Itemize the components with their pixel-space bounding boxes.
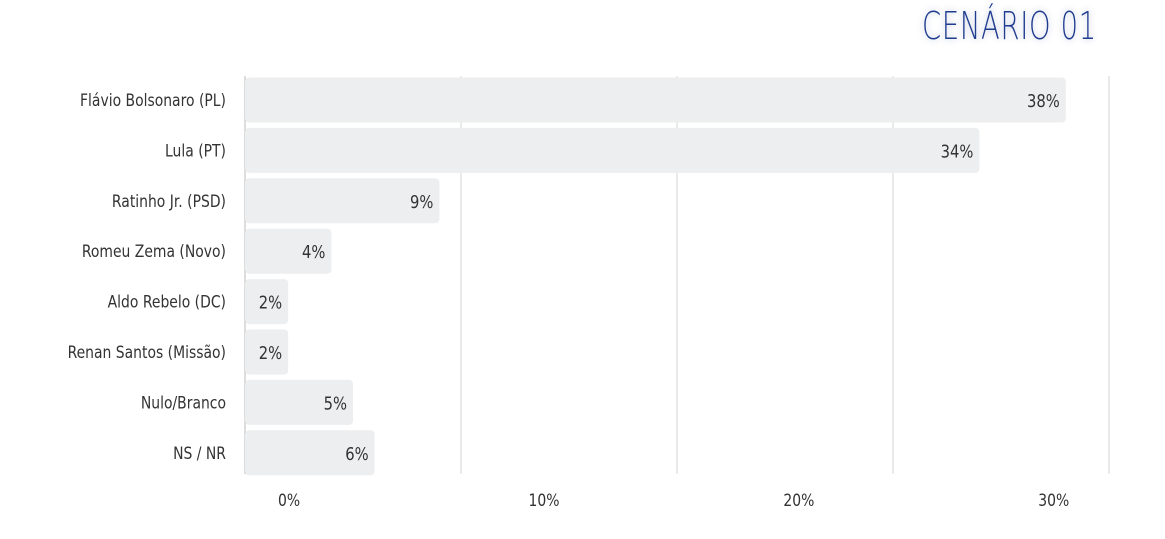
category-label: Flávio Bolsonaro (PL) bbox=[80, 91, 226, 111]
bar bbox=[245, 379, 353, 425]
x-tick-label: 30% bbox=[1038, 491, 1069, 511]
bar bbox=[245, 178, 440, 224]
bar bbox=[245, 329, 289, 375]
data-label: 5% bbox=[324, 393, 347, 414]
data-label: 4% bbox=[302, 242, 325, 263]
data-label: 2% bbox=[259, 343, 282, 364]
category-label: Renan Santos (Missão) bbox=[68, 343, 226, 363]
bar bbox=[245, 228, 332, 274]
data-label: 34% bbox=[941, 141, 974, 162]
category-label: Romeu Zema (Novo) bbox=[82, 242, 226, 262]
bar bbox=[245, 127, 980, 173]
category-label: Ratinho Jr. (PSD) bbox=[112, 191, 226, 211]
data-label: 38% bbox=[1027, 91, 1060, 112]
bar bbox=[245, 430, 375, 476]
category-label: Nulo/Branco bbox=[141, 393, 226, 413]
category-label: NS / NR bbox=[173, 443, 226, 463]
data-label: 9% bbox=[410, 191, 433, 212]
x-tick-label: 0% bbox=[278, 491, 300, 511]
x-tick-label: 10% bbox=[528, 491, 559, 511]
chart-title: CENÁRIO 01 bbox=[922, 4, 1097, 48]
x-tick-label: 20% bbox=[783, 491, 814, 511]
data-label: 2% bbox=[259, 292, 282, 313]
category-label: Lula (PT) bbox=[165, 141, 226, 161]
bar bbox=[245, 77, 1066, 123]
data-label: 6% bbox=[345, 443, 368, 464]
bar bbox=[245, 279, 289, 325]
category-label: Aldo Rebelo (DC) bbox=[108, 292, 226, 312]
